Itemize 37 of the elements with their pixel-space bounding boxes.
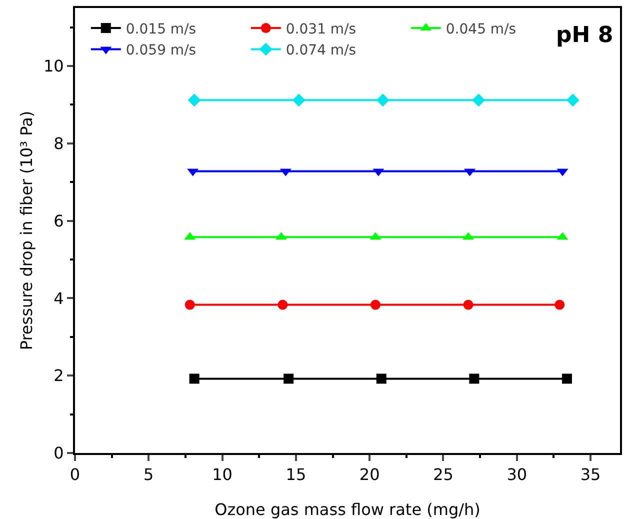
point	[292, 94, 306, 107]
x-tick-label: 10	[212, 465, 232, 484]
point	[463, 300, 474, 310]
annotation: pH 8	[556, 23, 614, 48]
y-tick-label: 6	[54, 211, 64, 230]
point	[370, 300, 380, 310]
x-axis-title: Ozone gas mass flow rate (mg/h)	[214, 500, 480, 519]
point	[566, 94, 580, 107]
x-tick-label: 30	[506, 465, 528, 484]
y-tick-label: 2	[54, 366, 64, 386]
x-tick-label: 35	[580, 465, 601, 484]
x-tick-label: 5	[144, 465, 154, 484]
y-tick-label: 0	[54, 444, 64, 463]
point	[184, 300, 195, 310]
point	[562, 374, 572, 384]
y-tick-label: 8	[54, 134, 64, 154]
y-tick-label: 10	[43, 56, 64, 76]
legend-label: 0.059 m/s	[126, 42, 196, 59]
x-tick-label: 20	[359, 465, 380, 484]
y-tick-label: 4	[54, 288, 64, 308]
point	[472, 94, 486, 107]
x-tick-label: 0	[70, 465, 80, 484]
point	[188, 94, 201, 107]
point	[189, 374, 200, 384]
point	[278, 300, 288, 310]
x-tick-label: 15	[286, 465, 306, 484]
legend-label: 0.031 m/s	[286, 22, 356, 38]
y-axis-title: Pressure drop in fiber (10³ Pa)	[17, 110, 36, 350]
point	[554, 300, 565, 310]
legend-label: 0.074 m/s	[286, 42, 356, 59]
point	[469, 374, 480, 384]
legend-label: 0.015 m/s	[126, 22, 196, 38]
point	[284, 374, 294, 384]
legend-label: 0.045 m/s	[446, 22, 516, 38]
point	[376, 374, 386, 384]
x-tick-label: 25	[433, 465, 454, 484]
point	[376, 94, 390, 107]
